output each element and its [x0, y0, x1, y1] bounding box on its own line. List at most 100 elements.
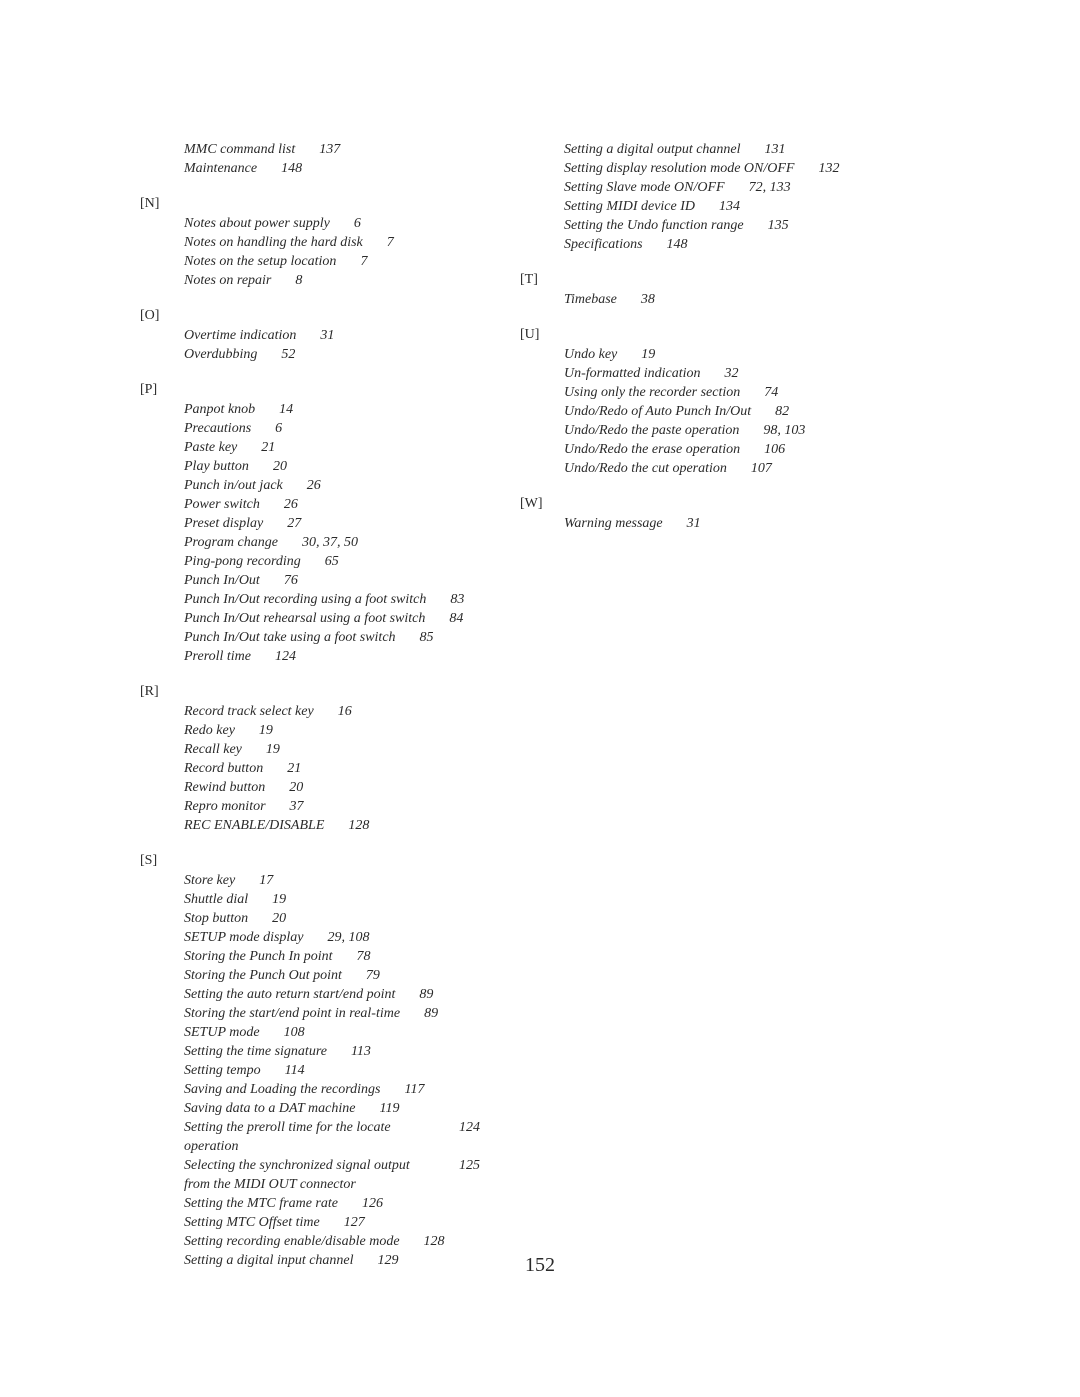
- index-entry: REC ENABLE/DISABLE128: [184, 816, 480, 835]
- index-section-entries: Timebase38: [520, 290, 880, 309]
- index-entry: Setting display resolution mode ON/OFF13…: [564, 159, 880, 178]
- index-entry-title: Timebase: [564, 290, 617, 309]
- index-entry-title: Undo/Redo the paste operation: [564, 421, 739, 440]
- index-section-letter: [O]: [140, 308, 480, 324]
- index-entry-title: Program change: [184, 533, 278, 552]
- index-entry-title: Stop button: [184, 909, 248, 928]
- index-entry: Setting Slave mode ON/OFF72, 133: [564, 178, 880, 197]
- index-entry: Punch In/Out 76: [184, 571, 480, 590]
- index-entry: Notes about power supply 6: [184, 214, 480, 233]
- index-entry: Setting recording enable/disable mode128: [184, 1232, 480, 1251]
- index-entry-title: Selecting the synchronized signal output…: [184, 1156, 435, 1194]
- index-entry-page: 27: [287, 514, 301, 533]
- index-entry: Undo/Redo the cut operation107: [564, 459, 880, 478]
- index-entry-title: Notes on repair: [184, 271, 271, 290]
- index-entry-page: 89: [424, 1004, 438, 1023]
- index-entry-page: 19: [272, 890, 286, 909]
- index-section-entries: Store key17Shuttle dial19Stop button20SE…: [140, 871, 480, 1270]
- index-entry-title: Recall key: [184, 740, 242, 759]
- index-entry: Overtime indication31: [184, 326, 480, 345]
- index-entry-title: Storing the Punch In point: [184, 947, 333, 966]
- index-entry: Undo/Redo of Auto Punch In/Out82: [564, 402, 880, 421]
- index-entry: Setting the preroll time for the locate …: [184, 1118, 480, 1156]
- index-column-right: Setting a digital output channel131Setti…: [520, 140, 880, 1270]
- index-entry: Setting the auto return start/end point8…: [184, 985, 480, 1004]
- index-entry-page: 83: [450, 590, 464, 609]
- index-entry-title: Record button: [184, 759, 263, 778]
- index-entry-page: 128: [424, 1232, 445, 1251]
- index-entry-page: 14: [279, 400, 293, 419]
- index-entry-page: 6: [354, 214, 361, 233]
- index-entry-title: Ping-pong recording: [184, 552, 301, 571]
- index-entry-title: Saving data to a DAT machine: [184, 1099, 356, 1118]
- index-entry: MMC command list137: [184, 140, 480, 159]
- index-entry-page: 127: [344, 1213, 365, 1232]
- index-entry-title: Play button: [184, 457, 249, 476]
- index-entry-title: SETUP mode: [184, 1023, 260, 1042]
- index-section-entries: Record track select key16Redo key19Recal…: [140, 702, 480, 835]
- index-section-entries: Notes about power supply 6Notes on handli…: [140, 214, 480, 290]
- index-entry: Notes on handling the hard disk7: [184, 233, 480, 252]
- index-entry-title: Undo/Redo the erase operation: [564, 440, 740, 459]
- index-section-entries: Overtime indication31Overdubbing52: [140, 326, 480, 364]
- index-entry: Store key17: [184, 871, 480, 890]
- index-entry-page: 26: [307, 476, 321, 495]
- index-entry: Play button 20: [184, 457, 480, 476]
- index-entry-title: Overdubbing: [184, 345, 257, 364]
- index-entry-title: Setting the time signature: [184, 1042, 327, 1061]
- index-entry-title: Rewind button: [184, 778, 265, 797]
- index-entry-title: Record track select key: [184, 702, 314, 721]
- index-entry-title: Preroll time: [184, 647, 251, 666]
- index-entry: Ping-pong recording65: [184, 552, 480, 571]
- index-entry-page: 78: [357, 947, 371, 966]
- index-entry: Setting the Undo function range135: [564, 216, 880, 235]
- index-entry: Overdubbing52: [184, 345, 480, 364]
- index-entry: Panpot knob14: [184, 400, 480, 419]
- index-entry: Redo key19: [184, 721, 480, 740]
- index-entry-title: Precautions: [184, 419, 251, 438]
- index-section-letter: [S]: [140, 853, 480, 869]
- index-entry-title: Punch In/Out take using a foot switch: [184, 628, 396, 647]
- index-entry-title: Specifications: [564, 235, 643, 254]
- index-entry-title: Setting MIDI device ID: [564, 197, 695, 216]
- index-entry: Setting a digital output channel131: [564, 140, 880, 159]
- index-entry: Notes on repair8: [184, 271, 480, 290]
- index-entry-page: 72, 133: [749, 178, 791, 197]
- index-entry-title: Repro monitor: [184, 797, 266, 816]
- index-entry: Saving data to a DAT machine119: [184, 1099, 480, 1118]
- index-entry-title: Punch in/out jack: [184, 476, 283, 495]
- index-entry-title: Shuttle dial: [184, 890, 248, 909]
- index-entry-page: 117: [405, 1080, 425, 1099]
- page-number: 152: [0, 1254, 1080, 1277]
- index-entry: Record button21: [184, 759, 480, 778]
- index-entry-title: Punch In/Out recording using a foot swit…: [184, 590, 426, 609]
- index-section-entries: Warning message31: [520, 514, 880, 533]
- index-entry-title: Setting MTC Offset time: [184, 1213, 320, 1232]
- index-entry-title: Maintenance: [184, 159, 257, 178]
- index-entry-page: 89: [419, 985, 433, 1004]
- index-pre-items: MMC command list137Maintenance148: [140, 140, 480, 178]
- index-entry-page: 7: [387, 233, 394, 252]
- index-entry-page: 20: [273, 457, 287, 476]
- index-entry-title: Punch In/Out: [184, 571, 260, 590]
- index-entry: Warning message31: [564, 514, 880, 533]
- index-section-letter: [W]: [520, 496, 880, 512]
- index-entry-title: Setting the preroll time for the locate …: [184, 1118, 435, 1156]
- index-entry-page: 98, 103: [763, 421, 805, 440]
- index-entry: Punch In/Out take using a foot switch85: [184, 628, 480, 647]
- index-entry-page: 19: [266, 740, 280, 759]
- index-entry-title: Setting a digital output channel: [564, 140, 741, 159]
- index-entry: SETUP mode display29, 108: [184, 928, 480, 947]
- index-entry-page: 31: [687, 514, 701, 533]
- index-entry-page: 108: [284, 1023, 305, 1042]
- index-entry-title: Notes about power supply: [184, 214, 330, 233]
- index-entry-page: 137: [319, 140, 340, 159]
- index-entry-page: 37: [290, 797, 304, 816]
- index-entry-page: 76: [284, 571, 298, 590]
- index-entry: Setting MTC Offset time 127: [184, 1213, 480, 1232]
- index-entry-page: 126: [362, 1194, 383, 1213]
- index-entry: Shuttle dial 19: [184, 890, 480, 909]
- index-entry: Setting tempo114: [184, 1061, 480, 1080]
- index-entry-page: 82: [775, 402, 789, 421]
- index-entry: Using only the recorder section74: [564, 383, 880, 402]
